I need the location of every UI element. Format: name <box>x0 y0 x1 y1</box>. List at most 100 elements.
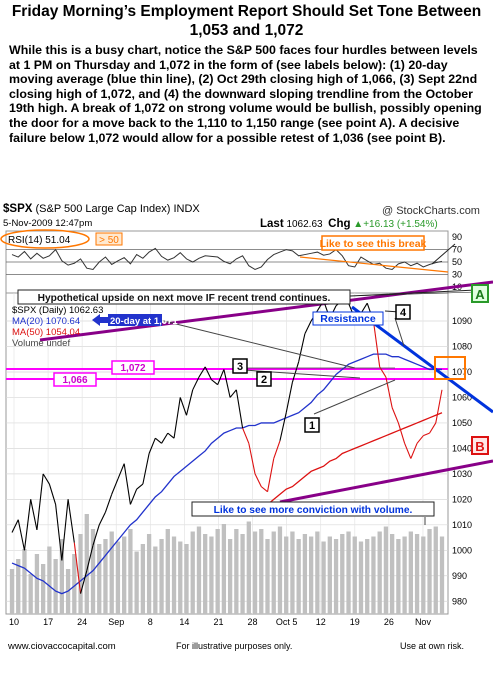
volume-bar <box>234 529 239 614</box>
volume-bar <box>153 546 158 614</box>
price-segment <box>61 499 69 561</box>
volume-bar <box>109 531 114 614</box>
price-segment <box>404 443 412 459</box>
legend-ma50: MA(50) 1054.04 <box>12 327 80 338</box>
volume-bar <box>115 541 121 614</box>
price-segment <box>379 366 387 378</box>
volume-bars <box>9 514 445 614</box>
upper-trendline <box>39 280 493 342</box>
conviction-box <box>191 501 435 517</box>
point-a: A <box>475 287 485 302</box>
volume-bar <box>358 541 364 614</box>
volume-bar <box>421 536 426 614</box>
volume-bar <box>302 534 308 614</box>
volume-bar <box>215 529 220 614</box>
last-quote: Last 1062.63 Chg ▲+16.13 (+1.54%) <box>260 218 438 230</box>
price-segment <box>111 478 119 495</box>
volume-bar <box>365 539 370 614</box>
hypothetical-box <box>17 289 351 305</box>
volume-bar <box>178 541 183 614</box>
x-tick-label: 8 <box>148 617 153 627</box>
ma20-line <box>11 353 442 595</box>
volume-bar <box>227 539 233 614</box>
volume-bar <box>371 536 376 614</box>
volume-bar <box>140 544 146 614</box>
price-segment <box>273 440 281 459</box>
point-b-box <box>471 436 489 455</box>
x-ticks: 10 17 24 Sep 8 14 21 28 Oct 5 12 19 26 Nov <box>9 617 431 627</box>
volume-bar <box>209 536 214 614</box>
price-tick-label: 980 <box>452 596 467 606</box>
page-title: Friday Morning’s Employment Report Shoul… <box>11 3 482 39</box>
volume-bar <box>221 524 227 614</box>
volume-bar <box>134 551 139 614</box>
price-segment <box>185 389 194 416</box>
volume-bar <box>159 539 164 614</box>
volume-bar <box>284 536 289 614</box>
price-segment <box>372 320 381 367</box>
price-tick-label: 1070 <box>452 367 472 377</box>
rsi-tick-label: 90 <box>452 232 462 242</box>
price-tick-label: 990 <box>452 571 467 581</box>
price-tick-label: 1040 <box>452 443 472 453</box>
price-tick-label: 1050 <box>452 418 472 428</box>
volume-bar <box>439 536 445 614</box>
price-tick-label: 1080 <box>452 342 472 352</box>
volume-bar <box>184 544 189 614</box>
label-2: 2 <box>261 374 267 386</box>
price-segment <box>86 545 94 571</box>
price-segment <box>410 443 418 459</box>
price-segment <box>260 486 268 493</box>
chg-arrow-icon: ▲ <box>353 219 364 230</box>
volume-bar <box>203 534 208 614</box>
hypothetical-note: Hypothetical upside on next move IF rece… <box>38 293 331 304</box>
hypothetical-pointer <box>349 289 477 297</box>
level-1066-box <box>53 372 97 387</box>
price-segment <box>136 483 144 490</box>
volume-bar <box>128 529 133 614</box>
price-segment <box>123 463 131 505</box>
volume-bar <box>97 544 102 614</box>
label-4: 4 <box>400 307 407 319</box>
volume-bar <box>171 536 177 614</box>
label1-pointer <box>313 379 396 415</box>
x-tick-label: 14 <box>179 617 189 627</box>
volume-bar <box>9 569 15 614</box>
conviction-note: Like to see more conviction with volume. <box>214 505 413 516</box>
level-1072-label: 1,072 <box>120 363 145 374</box>
legend-volume: Volume undef <box>12 338 70 349</box>
ma20-note: 20-day at 1,071 <box>110 316 178 327</box>
price-segment <box>391 407 399 424</box>
price-segment <box>92 524 100 546</box>
price-segment <box>192 376 200 391</box>
volume-bar <box>252 531 258 614</box>
price-segment <box>217 369 225 385</box>
breakout-box <box>434 356 466 380</box>
label-3: 3 <box>237 361 243 373</box>
break-note: Like to see this break <box>320 238 427 250</box>
price-segment <box>154 437 162 444</box>
price-segment <box>117 463 125 480</box>
level-1072-box <box>111 360 155 375</box>
volume-bar <box>308 536 314 614</box>
price-segment <box>285 382 293 413</box>
ma50-line <box>260 412 443 511</box>
volume-bar <box>389 534 395 614</box>
volume-bar <box>22 549 27 614</box>
volume-bar <box>433 526 438 614</box>
volume-bar <box>190 531 195 614</box>
x-tick-label: 21 <box>213 617 223 627</box>
volume-bar <box>427 529 432 614</box>
volume-bar <box>396 539 401 614</box>
volume-bar <box>408 531 413 614</box>
footer-site: www.ciovaccocapital.com <box>8 641 116 652</box>
volume-bar <box>333 539 339 614</box>
volume-bar <box>346 531 351 614</box>
volume-bar <box>377 531 382 614</box>
volume-bar <box>340 534 345 614</box>
break-pointer <box>431 243 456 265</box>
x-tick-label: 26 <box>384 617 394 627</box>
price-segment <box>36 473 44 530</box>
label-1-box <box>304 417 320 433</box>
